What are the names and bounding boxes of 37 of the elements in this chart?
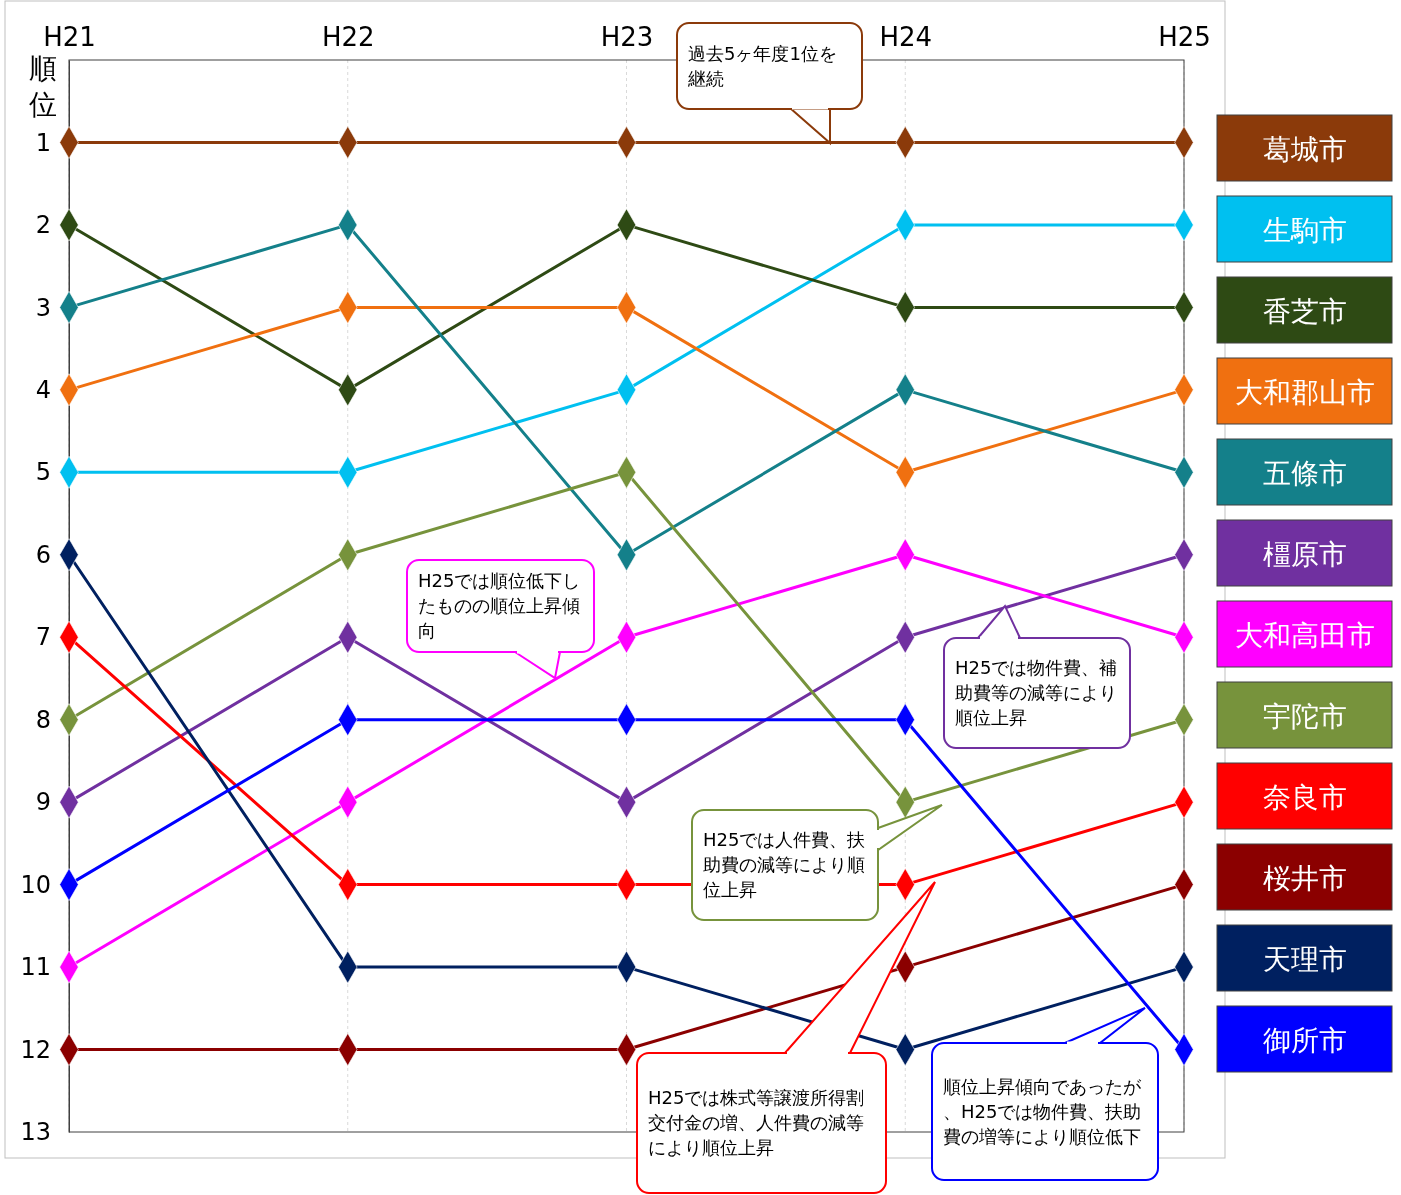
x-tick-label: H23 (600, 21, 654, 52)
annotation: 順位上昇傾向であったが、H25では物件費、扶助費の増等により順位低下 (943, 1075, 1142, 1147)
y-tick-label: 12 (20, 1035, 51, 1064)
text: 生駒市 (1262, 213, 1347, 247)
x-tick-label: H25 (1158, 21, 1211, 52)
text: 御所市 (1262, 1023, 1347, 1057)
y-tick-label: 1 (35, 128, 51, 157)
y-tick-label: 7 (35, 623, 51, 652)
text: 葛城市 (1262, 132, 1347, 166)
annotation: 過去5ヶ年度1位を継続 (687, 42, 837, 89)
text: 宇陀市 (1262, 699, 1347, 733)
y-tick-label: 9 (35, 788, 51, 817)
series-label: 大和郡山市 (1234, 375, 1375, 409)
annotation: H25では株式等譲渡所得割交付金の増、人件費の減等により順位上昇 (648, 1087, 865, 1159)
series-label: 大和高田市 (1234, 618, 1375, 652)
text: 奈良市 (1262, 780, 1347, 814)
annotation: H25では人件費、扶助費の減等により順位上昇 (703, 829, 866, 901)
x-tick-label: H24 (879, 21, 933, 52)
annotation: H25では物件費、補助費等の減等により順位上昇 (955, 657, 1118, 729)
text: 五條市 (1262, 456, 1347, 490)
y-tick-label: 8 (35, 705, 51, 734)
y-tick-label: 5 (35, 458, 51, 487)
y-tick-label: 4 (35, 376, 51, 405)
y-tick-label: 11 (20, 953, 51, 982)
y-axis-title: 順位 (29, 52, 57, 121)
text: 橿原市 (1262, 537, 1347, 571)
text: 天理市 (1262, 942, 1347, 976)
y-tick-label: 3 (35, 293, 51, 322)
x-tick-label: H22 (321, 21, 375, 52)
text: 桜井市 (1262, 861, 1347, 895)
annotation: H25では順位低下したものの順位上昇傾向 (418, 570, 581, 642)
text: 香芝市 (1262, 294, 1347, 328)
y-tick-label: 2 (35, 211, 51, 240)
y-tick-label: 13 (20, 1118, 51, 1147)
y-tick-label: 10 (20, 870, 51, 899)
y-tick-label: 6 (35, 540, 51, 569)
x-tick-label: H21 (43, 21, 96, 52)
